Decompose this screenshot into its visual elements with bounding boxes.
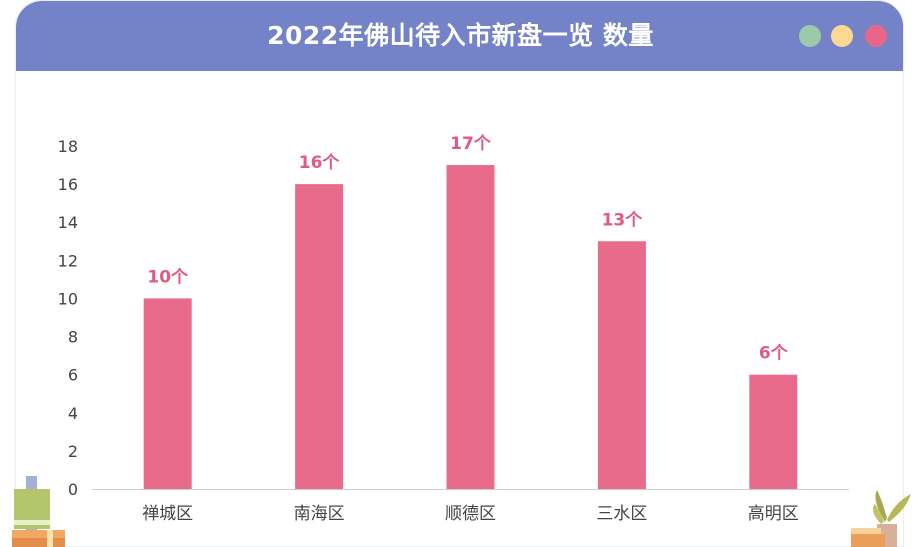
x-category-label: 禅城区 <box>142 504 193 524</box>
y-tick-label: 10 <box>58 289 78 308</box>
chart-title: 2022年佛山待入市新盘一览 数量 <box>267 21 654 50</box>
yellow-dot-icon <box>831 25 853 47</box>
bar <box>597 241 646 489</box>
x-category-label: 南海区 <box>294 504 345 524</box>
bar-data-label: 6个 <box>759 343 789 364</box>
y-tick-label: 18 <box>58 137 78 156</box>
bar-data-label: 17个 <box>450 133 492 154</box>
y-tick-label: 2 <box>68 442 78 461</box>
bar <box>143 298 192 489</box>
x-category-label: 高明区 <box>748 504 799 524</box>
bar <box>295 184 344 489</box>
x-category-label: 三水区 <box>596 504 647 524</box>
bar-data-label: 16个 <box>299 152 341 173</box>
red-dot-icon <box>865 25 887 47</box>
x-category-label: 顺德区 <box>445 504 496 524</box>
y-tick-label: 8 <box>68 328 78 347</box>
bar-data-label: 13个 <box>602 209 644 230</box>
bar-data-label: 10个 <box>147 266 189 287</box>
bar <box>749 374 798 489</box>
y-tick-label: 12 <box>58 251 78 270</box>
bar <box>446 165 495 490</box>
green-dot-icon <box>799 25 821 47</box>
y-tick-label: 6 <box>68 366 78 385</box>
y-tick-label: 4 <box>68 404 78 423</box>
y-tick-label: 16 <box>58 175 78 194</box>
books-decoration-icon <box>12 476 65 547</box>
y-tick-label: 0 <box>68 480 78 499</box>
plant-decoration-icon <box>851 490 911 547</box>
y-tick-label: 14 <box>58 213 78 232</box>
window-header <box>16 1 903 71</box>
